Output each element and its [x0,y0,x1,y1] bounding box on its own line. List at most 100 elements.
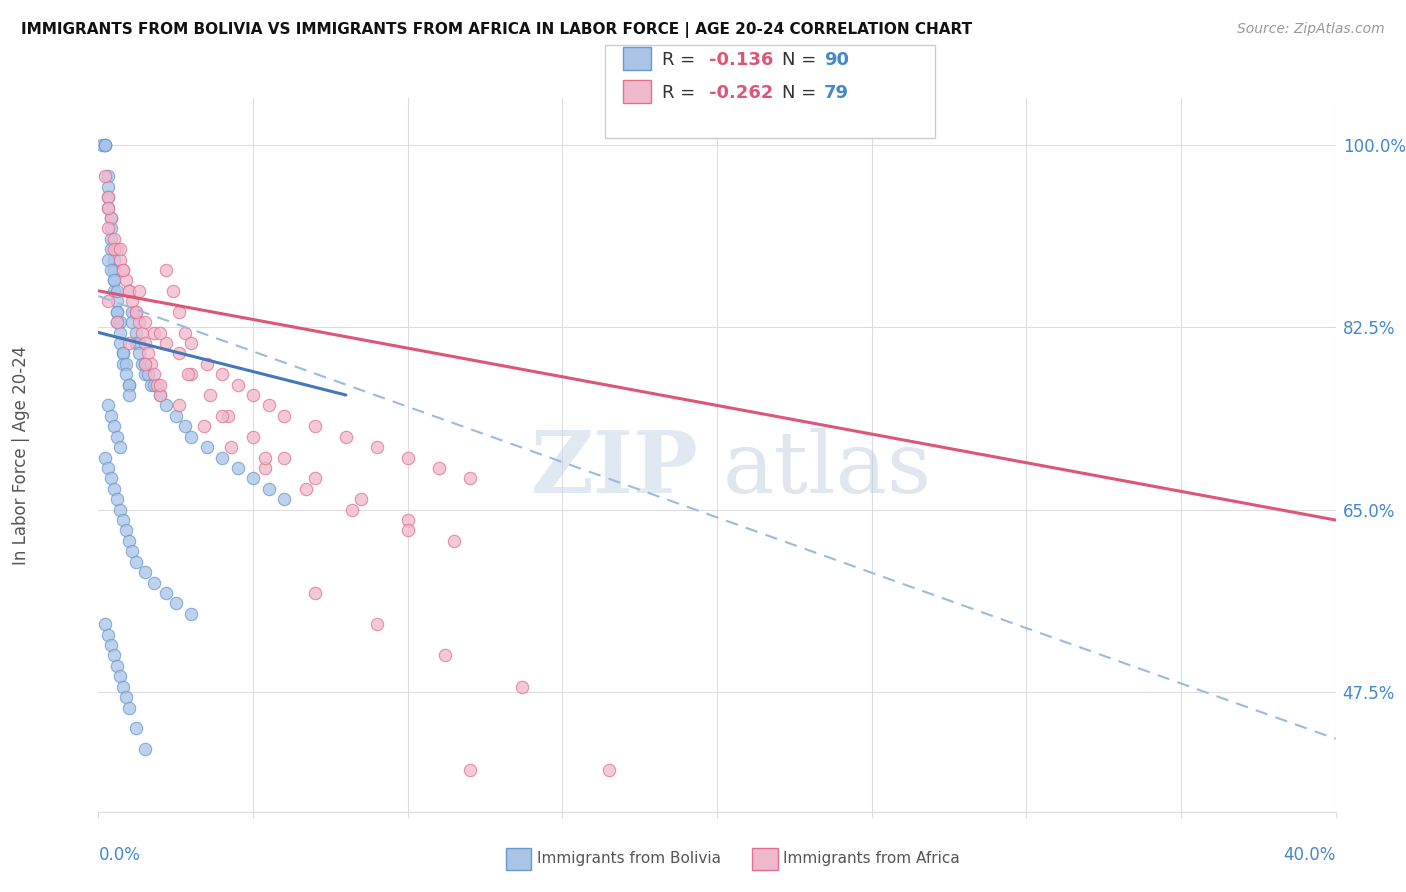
Point [105,284,128,298]
Point [103,284,125,298]
Point [217,409,239,423]
Point [180,430,202,444]
Point [100,232,122,246]
Point [458,471,481,485]
Point [443,533,465,548]
Text: 90: 90 [824,51,849,69]
Point [97,179,120,194]
Point [143,367,166,381]
Text: -0.262: -0.262 [709,84,773,102]
Point [105,492,128,507]
Point [155,586,177,600]
Point [97,221,120,235]
Point [165,409,187,423]
Point [180,607,202,621]
Point [242,430,264,444]
Point [211,367,233,381]
Point [105,658,128,673]
Point [134,357,156,371]
Point [103,242,125,256]
Point [118,335,141,350]
Point [97,169,120,184]
Point [242,471,264,485]
Text: R =: R = [662,84,702,102]
Point [103,232,125,246]
Point [396,513,419,527]
Point [115,524,138,538]
Point [105,315,128,329]
Point [97,252,120,267]
Point [396,524,419,538]
Point [103,273,125,287]
Point [304,419,326,434]
Point [103,648,125,663]
Point [128,284,150,298]
Text: Immigrants from Bolivia: Immigrants from Bolivia [537,851,721,865]
Point [128,315,150,329]
Point [273,409,295,423]
Point [112,263,135,277]
Point [108,335,131,350]
Point [294,482,316,496]
Point [100,638,122,652]
Point [93,169,115,184]
Point [100,263,122,277]
Point [458,763,481,777]
Text: Immigrants from Africa: Immigrants from Africa [783,851,960,865]
Point [124,304,146,318]
Point [180,335,202,350]
Point [118,533,141,548]
Point [211,450,233,465]
Point [211,409,233,423]
Point [112,680,135,694]
Point [598,763,620,777]
Text: N =: N = [782,84,821,102]
Point [105,315,128,329]
Point [93,138,115,153]
Point [180,367,202,381]
Point [93,138,115,153]
Text: IMMIGRANTS FROM BOLIVIA VS IMMIGRANTS FROM AFRICA IN LABOR FORCE | AGE 20-24 COR: IMMIGRANTS FROM BOLIVIA VS IMMIGRANTS FR… [21,22,972,38]
Point [146,377,169,392]
Text: N =: N = [782,51,821,69]
Point [273,492,295,507]
Point [97,190,120,204]
Point [149,326,172,340]
Point [112,346,135,360]
Text: 40.0%: 40.0% [1284,846,1336,863]
Point [254,450,277,465]
Point [134,565,156,579]
Point [149,388,172,402]
Point [103,263,125,277]
Point [134,367,156,381]
Point [90,138,112,153]
Point [105,430,128,444]
Point [195,357,218,371]
Point [100,409,122,423]
Point [136,367,159,381]
Point [118,377,141,392]
Point [105,304,128,318]
Point [121,304,143,318]
Point [124,722,146,736]
Point [115,273,138,287]
Point [167,304,190,318]
Point [340,502,363,516]
Point [396,450,419,465]
Text: 79: 79 [824,84,849,102]
Point [149,377,172,392]
Point [103,273,125,287]
Point [118,377,141,392]
Text: R =: R = [662,51,702,69]
Point [93,450,115,465]
Point [115,690,138,705]
Point [139,357,162,371]
Point [131,357,153,371]
Point [155,335,177,350]
Point [112,263,135,277]
Point [134,742,156,756]
Point [118,284,141,298]
Point [134,315,156,329]
Point [136,346,159,360]
Point [118,284,141,298]
